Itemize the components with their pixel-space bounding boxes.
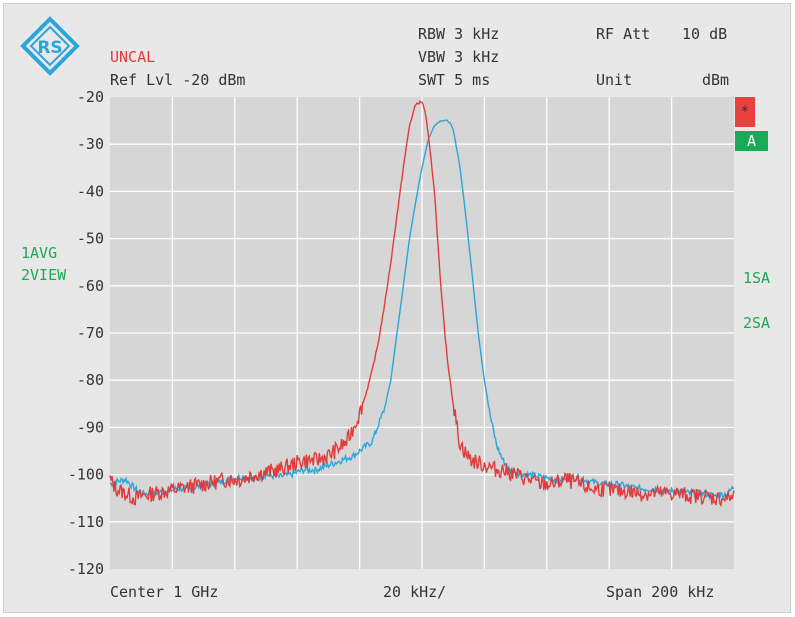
y-tick-label: -70 bbox=[77, 324, 104, 342]
trace2-detector: 2SA bbox=[743, 314, 771, 332]
plot-grid bbox=[110, 97, 734, 569]
y-tick-label: -110 bbox=[68, 513, 104, 531]
y-tick-label: -100 bbox=[68, 466, 104, 484]
center-frequency: Center 1 GHz bbox=[110, 583, 219, 601]
y-tick-label: -20 bbox=[77, 88, 104, 106]
analyzer-screen: RS UNCAL Ref Lvl -20 dBm RBW 3 kHz VBW 3… bbox=[3, 3, 791, 613]
y-tick-label: -60 bbox=[77, 277, 104, 295]
rbw-setting: RBW 3 kHz bbox=[418, 25, 500, 43]
spectrum-plot: -20 -30 -40 -50 -60 -70 -80 -90 -100 -110 -120 bbox=[68, 88, 735, 578]
rs-logo-icon: RS bbox=[20, 16, 80, 76]
rf-att-label: RF Att bbox=[596, 25, 651, 43]
trace2-mode: 2VIEW bbox=[21, 266, 67, 284]
y-tick-label: -50 bbox=[77, 230, 104, 248]
y-tick-label: -30 bbox=[77, 135, 104, 153]
swt-setting: SWT 5 ms bbox=[418, 71, 491, 89]
unit-value: dBm bbox=[702, 71, 730, 89]
frequency-per-division: 20 kHz/ bbox=[383, 583, 447, 601]
ref-level: Ref Lvl -20 dBm bbox=[110, 71, 246, 89]
uncal-status: UNCAL bbox=[110, 48, 156, 66]
span: Span 200 kHz bbox=[606, 583, 715, 601]
y-tick-label: -80 bbox=[77, 371, 104, 389]
y-tick-labels: -20 -30 -40 -50 -60 -70 -80 -90 -100 -110 -120 bbox=[68, 88, 104, 578]
vbw-setting: VBW 3 kHz bbox=[418, 48, 500, 66]
trace1-mode: 1AVG bbox=[21, 244, 58, 262]
y-tick-label: -120 bbox=[68, 560, 104, 578]
trace-1-line bbox=[109, 100, 735, 508]
trace1-detector: 1SA bbox=[743, 269, 771, 287]
traces bbox=[109, 100, 735, 508]
star-badge: * bbox=[735, 97, 755, 127]
y-tick-label: -40 bbox=[77, 182, 104, 200]
unit-label: Unit bbox=[596, 71, 633, 89]
trace-a-badge: A bbox=[735, 131, 768, 151]
y-tick-label: -90 bbox=[77, 418, 104, 436]
rs-logo-text: RS bbox=[37, 38, 62, 58]
rf-att-value: 10 dB bbox=[682, 25, 728, 43]
